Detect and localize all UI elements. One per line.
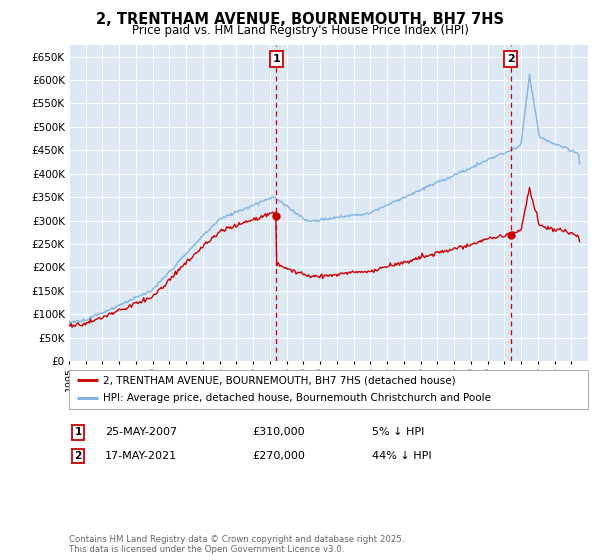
Text: 2: 2: [507, 54, 515, 64]
Text: 17-MAY-2021: 17-MAY-2021: [105, 451, 177, 461]
Text: Contains HM Land Registry data © Crown copyright and database right 2025.
This d: Contains HM Land Registry data © Crown c…: [69, 535, 404, 554]
Text: £310,000: £310,000: [252, 427, 305, 437]
Text: 2, TRENTHAM AVENUE, BOURNEMOUTH, BH7 7HS: 2, TRENTHAM AVENUE, BOURNEMOUTH, BH7 7HS: [96, 12, 504, 27]
Text: 1: 1: [74, 427, 82, 437]
Text: HPI: Average price, detached house, Bournemouth Christchurch and Poole: HPI: Average price, detached house, Bour…: [103, 393, 491, 403]
Text: 1: 1: [272, 54, 280, 64]
Text: 25-MAY-2007: 25-MAY-2007: [105, 427, 177, 437]
Text: Price paid vs. HM Land Registry's House Price Index (HPI): Price paid vs. HM Land Registry's House …: [131, 24, 469, 37]
Text: 2: 2: [74, 451, 82, 461]
Text: 44% ↓ HPI: 44% ↓ HPI: [372, 451, 431, 461]
Text: £270,000: £270,000: [252, 451, 305, 461]
Text: 5% ↓ HPI: 5% ↓ HPI: [372, 427, 424, 437]
Text: 2, TRENTHAM AVENUE, BOURNEMOUTH, BH7 7HS (detached house): 2, TRENTHAM AVENUE, BOURNEMOUTH, BH7 7HS…: [103, 375, 455, 385]
